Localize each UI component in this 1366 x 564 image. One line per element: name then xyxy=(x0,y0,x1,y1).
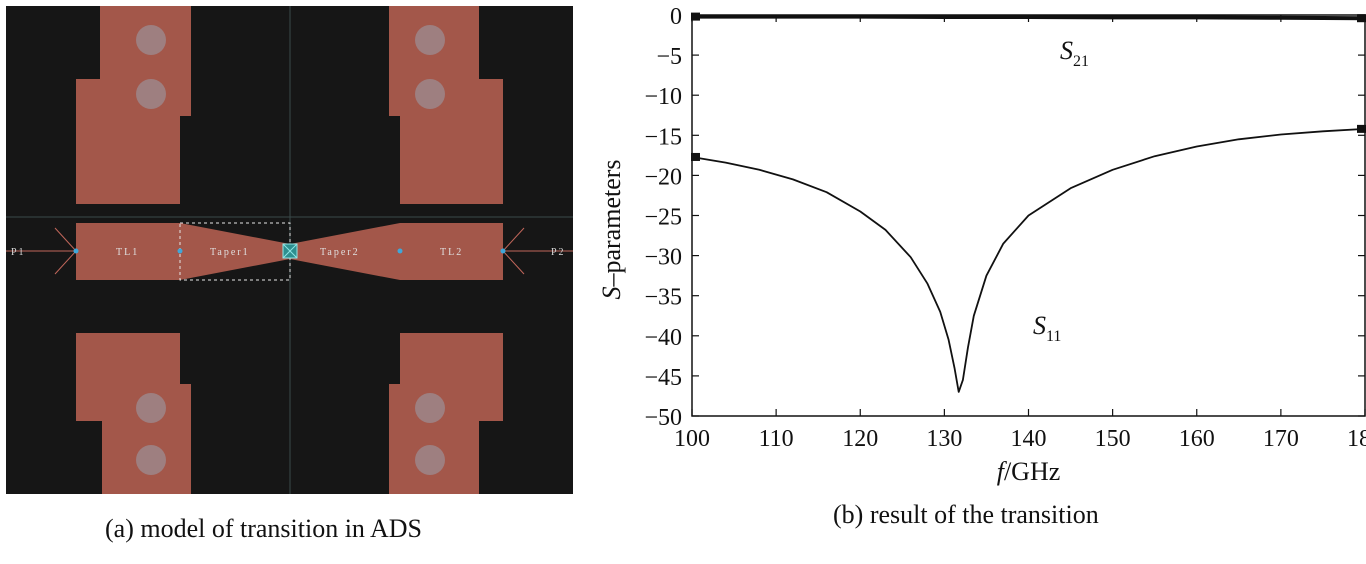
node-marker-p1[interactable] xyxy=(73,248,79,254)
via-bottom-left-2 xyxy=(136,445,166,475)
x-tick-label: 110 xyxy=(759,426,794,452)
series-label-s21: S21 xyxy=(1060,36,1089,70)
pad-top-left xyxy=(76,6,191,204)
x-axis-label: f/GHz xyxy=(997,457,1061,486)
y-tick-label: −5 xyxy=(656,44,682,70)
node-marker-taper2-tl2[interactable] xyxy=(397,248,403,254)
y-tick-label: −40 xyxy=(644,325,682,351)
x-tick-label: 100 xyxy=(674,426,710,452)
y-tick-label: 0 xyxy=(670,4,682,30)
y-tick-label: −45 xyxy=(644,365,682,391)
x-tick-label: 160 xyxy=(1179,426,1215,452)
label-tl1: TL1 xyxy=(116,247,139,258)
caption-panel-b: (b) result of the transition xyxy=(833,500,1099,529)
via-bottom-left-1 xyxy=(136,393,166,423)
port-2-diag-b xyxy=(502,250,525,275)
x-tick-label: 120 xyxy=(842,426,878,452)
y-tick-label: −10 xyxy=(644,84,682,110)
y-tick-label: −15 xyxy=(644,124,682,150)
label-p2: P2 xyxy=(551,247,566,258)
series-marker-start-s21 xyxy=(691,12,700,21)
y-tick-label: −25 xyxy=(644,205,682,231)
x-tick-label: 170 xyxy=(1263,426,1299,452)
caption-panel-a: (a) model of transition in ADS xyxy=(105,514,423,543)
via-top-left-1 xyxy=(136,25,166,55)
label-taper1: Taper1 xyxy=(210,247,250,258)
pad-top-right xyxy=(389,6,503,204)
via-top-left-2 xyxy=(136,79,166,109)
node-marker-p2[interactable] xyxy=(500,248,506,254)
series-label-s11: S11 xyxy=(1033,311,1061,345)
series-marker-end-s11 xyxy=(1357,124,1366,133)
y-tick-label: −20 xyxy=(644,164,682,190)
y-tick-label: −30 xyxy=(644,245,682,271)
series-marker-start-s11 xyxy=(691,152,700,161)
port-1-diag-b xyxy=(54,250,77,275)
x-tick-label: 130 xyxy=(926,426,962,452)
series-line-s21 xyxy=(692,14,1366,21)
y-tick-label: −50 xyxy=(644,405,682,431)
via-top-right-1 xyxy=(415,25,445,55)
label-taper2: Taper2 xyxy=(320,247,360,258)
x-tick-label: 180 xyxy=(1347,426,1366,452)
node-marker-tl1-taper1[interactable] xyxy=(177,248,183,254)
y-tick-label: −35 xyxy=(644,285,682,311)
via-bottom-right-1 xyxy=(415,393,445,423)
node-marker-taper-center-x2 xyxy=(282,243,298,259)
ads-layout-canvas: P1 TL1 Taper1 Taper2 TL2 P2 xyxy=(6,6,573,494)
series-line-s11 xyxy=(691,128,1366,393)
port-1-diag-a xyxy=(54,227,77,252)
s-parameter-chart: 100 110 120 130 140 150 160 170 180 0 −5 −10 −15 −20 −… xyxy=(596,0,1366,500)
label-tl2: TL2 xyxy=(440,247,463,258)
s-parameter-chart-svg: 100 110 120 130 140 150 160 170 180 0 −5 −10 −15 −20 −… xyxy=(597,4,1366,486)
x-tick-label: 150 xyxy=(1095,426,1131,452)
label-p1: P1 xyxy=(11,247,26,258)
series-marker-end-s21 xyxy=(1357,14,1366,23)
x-tick-label: 140 xyxy=(1011,426,1047,452)
port-2-diag-a xyxy=(502,227,525,252)
ads-layout-view: P1 TL1 Taper1 Taper2 TL2 P2 xyxy=(6,6,573,494)
via-top-right-2 xyxy=(415,79,445,109)
via-bottom-right-2 xyxy=(415,445,445,475)
y-axis-label: S–parameters xyxy=(597,159,626,299)
